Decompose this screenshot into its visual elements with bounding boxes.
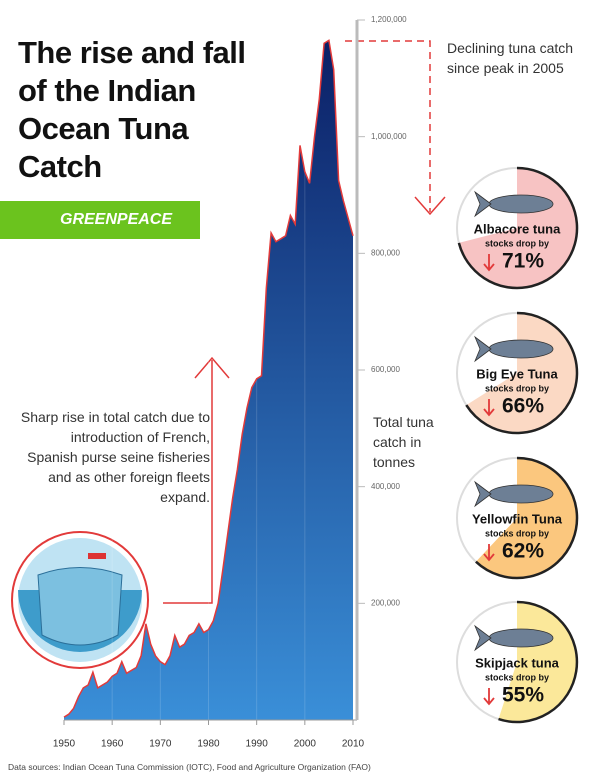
y-tick-label: 200,000 [371, 598, 400, 607]
down-arrow [483, 254, 495, 272]
source: Data sources: Indian Ocean Tuna Commissi… [8, 762, 371, 772]
stock-drop: 66% [502, 395, 544, 418]
gauge-wedge [475, 458, 578, 578]
stock-drop: 62% [502, 540, 544, 563]
stock-caption: stocks drop by [485, 672, 549, 682]
gauge-ring [498, 600, 579, 724]
x-tick-label: 2000 [294, 739, 317, 750]
gauge-ring [457, 166, 579, 290]
stock-drop: 55% [502, 684, 544, 707]
stock-card: Skipjack tuna stocks drop by 55% [456, 600, 579, 724]
down-arrow [483, 399, 495, 417]
area [64, 40, 353, 720]
fish-icon [474, 335, 554, 363]
stock-drop: 71% [502, 250, 544, 273]
down-arrow [483, 544, 495, 562]
brand-logo: GREENPEACE [0, 201, 200, 239]
down-arrow [483, 688, 495, 706]
gauge-wedge [466, 313, 577, 433]
x-tick-label: 1970 [149, 739, 172, 750]
x-tick-label: 1990 [246, 739, 269, 750]
stock-caption: stocks drop by [485, 528, 549, 538]
annotation: Sharp rise in total catch due to introdu… [20, 409, 210, 505]
stock-card: Albacore tuna stocks drop by 71% [456, 166, 579, 290]
annotation: Declining tuna catch since peak in 2005 [447, 40, 574, 76]
fish-icon [474, 480, 554, 508]
stock-name: Big Eye Tuna [476, 366, 558, 381]
y-tick-label: 400,000 [371, 482, 400, 491]
arrows [163, 40, 446, 604]
fish-body [488, 339, 554, 359]
fish-body [488, 484, 554, 504]
fish-body [488, 628, 554, 648]
gauge-ring [475, 456, 579, 580]
fish-icon [474, 624, 554, 652]
y-tick-label: 1,000,000 [371, 132, 407, 141]
stock-card: Yellowfin Tuna stocks drop by 62% [456, 456, 579, 580]
title: The rise and fall of the Indian Ocean Tu… [18, 35, 246, 184]
x-tick-label: 1980 [197, 739, 220, 750]
y-tick-label: 1,200,000 [371, 15, 407, 24]
net-illustration [11, 531, 149, 669]
stock-name: Yellowfin Tuna [472, 511, 563, 526]
stock-name: Albacore tuna [474, 221, 561, 236]
x-tick-label: 2010 [342, 739, 365, 750]
stock-caption: stocks drop by [485, 383, 549, 393]
stock-caption: stocks drop by [485, 238, 549, 248]
fish-icon [474, 190, 554, 218]
fish-tail [474, 480, 492, 508]
stock-card: Big Eye Tuna stocks drop by 66% [456, 311, 579, 435]
y-tick-label: 600,000 [371, 365, 400, 374]
gauge-ring [465, 311, 579, 435]
fish-tail [474, 335, 492, 363]
y-tick-label: 800,000 [371, 248, 400, 257]
fish-tail [474, 190, 492, 218]
line [63, 39, 354, 718]
fish-tail [474, 624, 492, 652]
stock-name: Skipjack tuna [475, 655, 560, 670]
fish-body [488, 194, 554, 214]
x-tick-label: 1950 [53, 739, 76, 750]
axis-label: Total tuna catch in tonnes [373, 414, 434, 470]
x-tick-label: 1960 [101, 739, 124, 750]
